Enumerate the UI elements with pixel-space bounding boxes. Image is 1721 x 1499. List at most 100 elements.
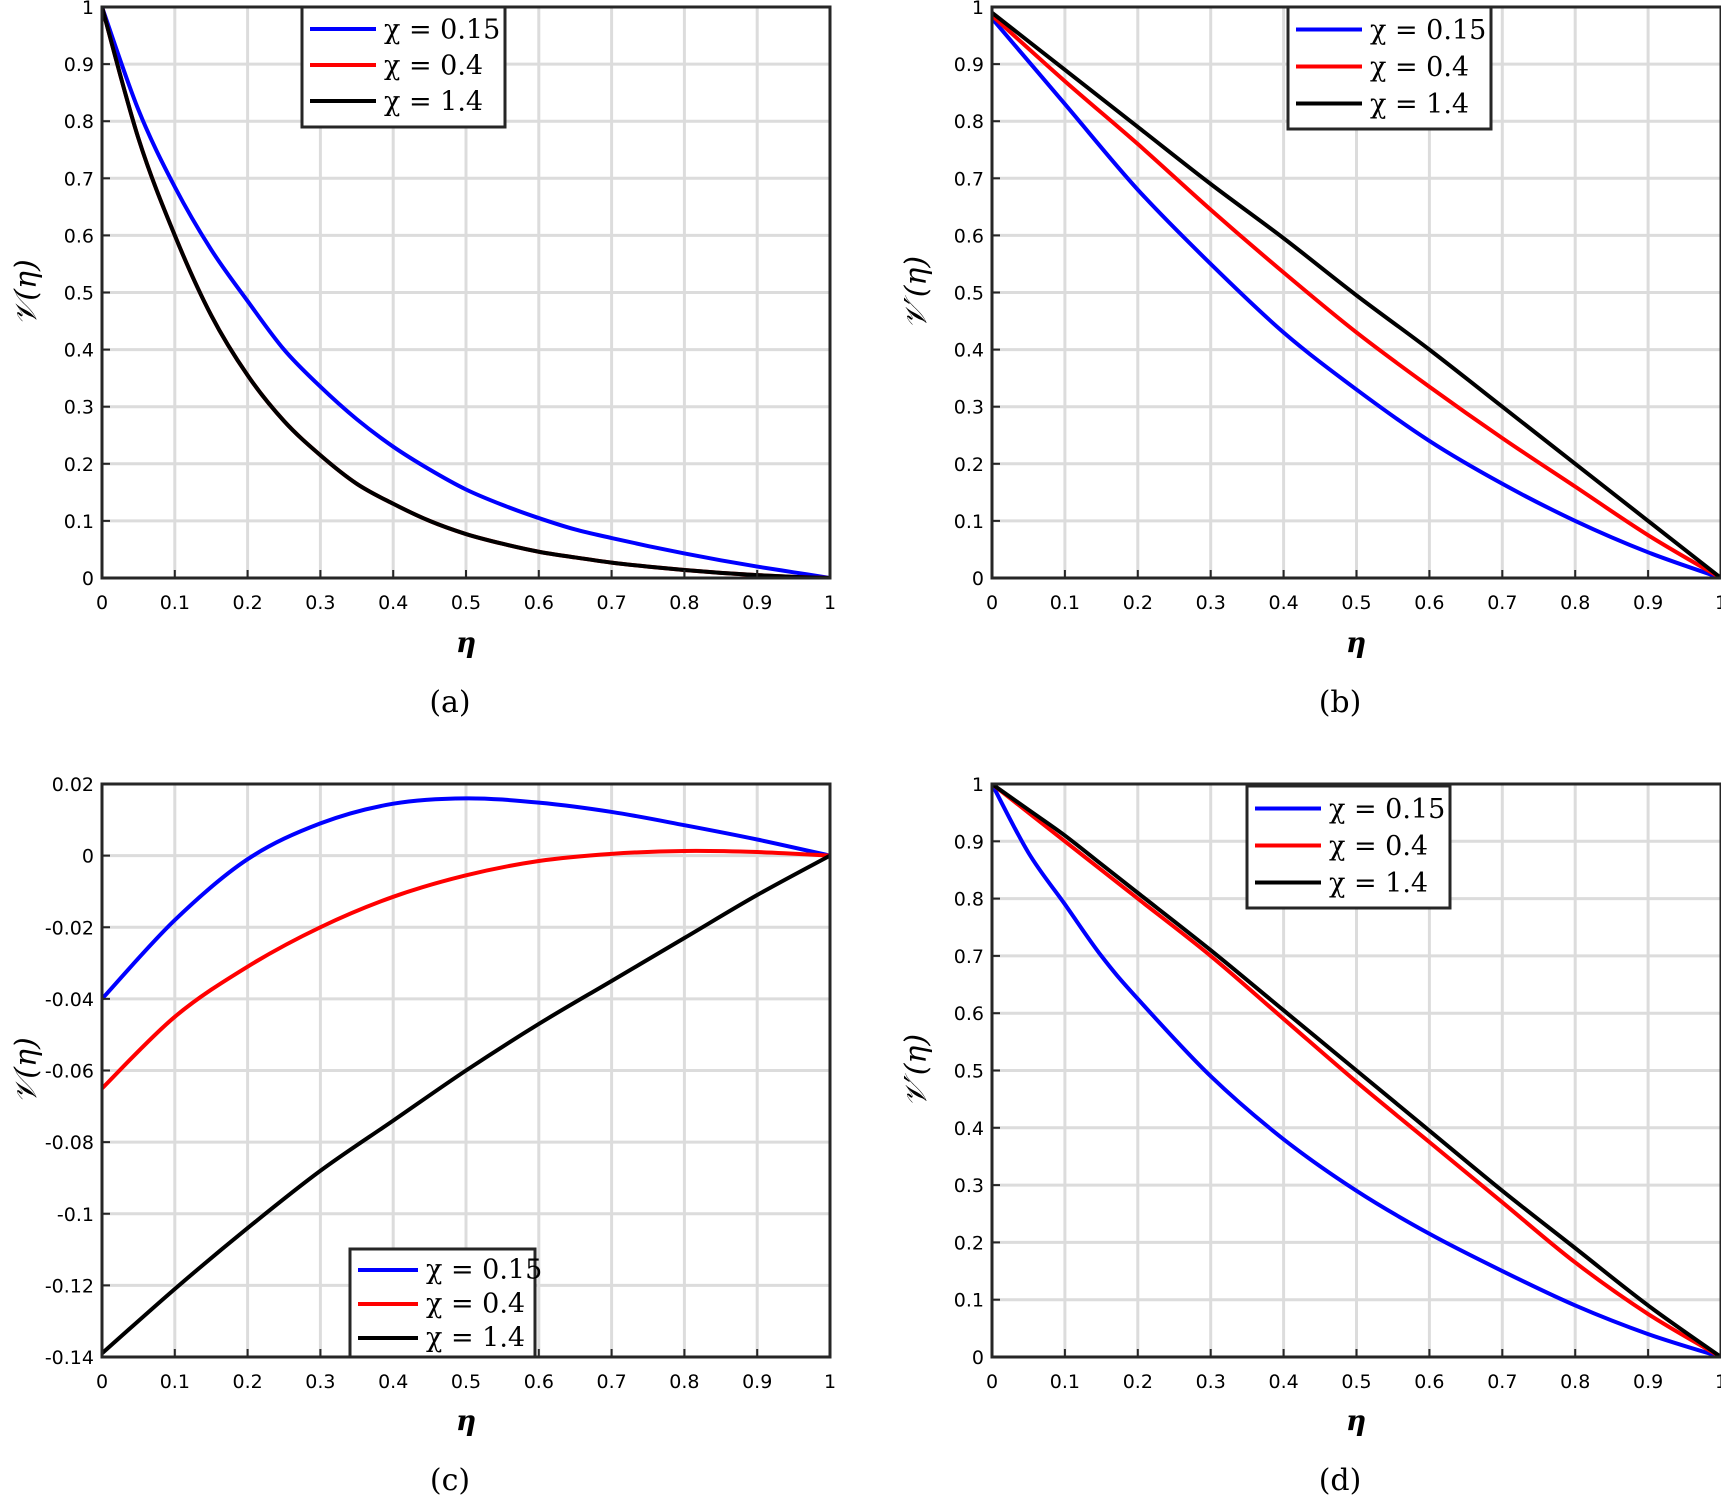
x-tick-label: 1 [824,592,836,614]
y-tick-label: 1 [82,0,94,19]
x-tick-label: 0.9 [742,592,772,614]
x-tick-label: 0.3 [305,592,335,614]
x-tick-label: 0 [96,1371,108,1393]
x-tick-label: 0 [986,1371,998,1393]
x-tick-label: 0.6 [524,592,554,614]
y-tick-label: 0.2 [954,454,984,476]
panel-caption: (c) [430,1463,470,1498]
series-group [102,796,830,1355]
legend-label-2: χ = 1.4 [426,1323,525,1354]
x-axis-label: η [1346,1404,1366,1437]
x-tick-label: 1 [1715,1371,1721,1393]
y-tick-label: -0.06 [45,1061,94,1083]
y-tick-label: 0.5 [64,283,94,305]
series-line-0 [992,784,1721,1357]
y-axis-label: 𝒱(η) [9,1037,44,1103]
panel-c: 0 0.1 0.2 0.3 0.4 0.5 0.6 0.7 0.8 0.9 1 -0.14 -0.12 -… [9,774,836,1498]
x-tick-label: 0.1 [160,592,190,614]
legend: χ = 0.15χ = 0.4χ = 1.4 [300,5,507,129]
legend-box [1245,784,1452,910]
panel-caption: (d) [1319,1463,1362,1498]
y-tick-label: 0 [82,568,94,590]
legend-label-1: χ = 0.4 [1329,831,1428,862]
x-tick-label: 0.2 [1123,592,1153,614]
x-tick-label: 0.5 [1341,592,1371,614]
legend-label-1: χ = 0.4 [426,1289,525,1320]
y-tick-label: 0 [972,568,984,590]
legend-label-1: χ = 0.4 [384,51,483,82]
y-tick-label: 1 [972,774,984,796]
x-tick-label: 0.9 [1633,592,1663,614]
y-tick-label: 0.8 [954,111,984,133]
x-tick-label: 0.4 [1268,1371,1298,1393]
x-tick-label: 0.6 [1414,1371,1444,1393]
y-tick-label: 0.6 [954,1003,984,1025]
y-tick-label: 0.5 [954,1061,984,1083]
x-tick-label: 0.1 [160,1371,190,1393]
y-tick-label: 0.2 [64,454,94,476]
x-tick-label: 0.4 [378,592,408,614]
x-tick-label: 0.3 [305,1371,335,1393]
x-tick-label: 0.7 [1487,1371,1517,1393]
x-tick-label: 0.1 [1050,592,1080,614]
y-tick-label: -0.08 [45,1132,94,1154]
series-group [992,784,1721,1357]
x-axis-label: η [456,626,476,659]
series-line-1 [992,14,1721,578]
y-tick-label: 0.4 [64,340,94,362]
series-group [102,7,830,578]
x-tick-label: 0.5 [451,1371,481,1393]
x-tick-label: 0.8 [669,592,699,614]
legend: χ = 0.15χ = 0.4χ = 1.4 [348,1247,542,1359]
legend-label-0: χ = 0.15 [1370,15,1486,46]
legend-label-0: χ = 0.15 [1329,794,1445,825]
panel-b: 0 0.1 0.2 0.3 0.4 0.5 0.6 0.7 0.8 0.9 1 0 0.1 0.2 0.3 0… [899,0,1721,720]
y-tick-label: 0.7 [954,946,984,968]
y-axis-label: 𝒱′(η) [899,256,934,329]
y-tick-label: 0.1 [954,511,984,533]
x-tick-label: 0.2 [1123,1371,1153,1393]
y-tick-label: 0 [972,1347,984,1369]
y-tick-label: 0.9 [954,54,984,76]
x-tick-label: 0.5 [451,592,481,614]
x-axis-label: η [456,1404,476,1437]
y-tick-label: 0.5 [954,283,984,305]
legend-label-0: χ = 0.15 [384,15,500,46]
y-tick-label: -0.02 [45,917,94,939]
y-tick-label: 1 [972,0,984,19]
x-tick-label: 0.7 [1487,592,1517,614]
panel-a: 0 0.1 0.2 0.3 0.4 0.5 0.6 0.7 0.8 0.9 1 0 0.1 0.2 0.3 0… [9,0,836,720]
x-tick-label: 0.9 [1633,1371,1663,1393]
panel-caption: (b) [1319,685,1362,720]
x-tick-label: 0.2 [232,1371,262,1393]
legend: χ = 0.15χ = 0.4χ = 1.4 [1286,5,1493,131]
x-tick-label: 0.5 [1341,1371,1371,1393]
x-axis-label: η [1346,626,1366,659]
y-tick-label: 0.9 [954,831,984,853]
y-axis-label: 𝒱(η) [9,259,44,325]
x-tick-label: 0.8 [1560,1371,1590,1393]
series-line-2 [102,853,830,1355]
x-tick-label: 1 [1715,592,1721,614]
y-tick-label: -0.1 [57,1204,94,1226]
y-axis-label: 𝒱′(η) [899,1034,934,1107]
x-tick-label: 0.7 [596,592,626,614]
series-line-0 [102,7,830,578]
series-line-0 [992,17,1721,578]
y-tick-label: -0.14 [45,1347,94,1369]
y-tick-label: 0.9 [64,54,94,76]
y-tick-label: -0.12 [45,1275,94,1297]
y-tick-label: 0.4 [954,340,984,362]
x-tick-label: 0.4 [378,1371,408,1393]
series-line-0 [102,796,830,1001]
y-tick-label: 0.4 [954,1118,984,1140]
x-tick-label: 0.1 [1050,1371,1080,1393]
series-line-2 [992,784,1721,1357]
x-tick-label: 0.6 [1414,592,1444,614]
legend-label-0: χ = 0.15 [426,1255,542,1286]
legend: χ = 0.15χ = 0.4χ = 1.4 [1245,784,1452,910]
x-tick-label: 0 [986,592,998,614]
y-tick-label: 0.8 [954,889,984,911]
y-tick-label: 0.3 [954,397,984,419]
